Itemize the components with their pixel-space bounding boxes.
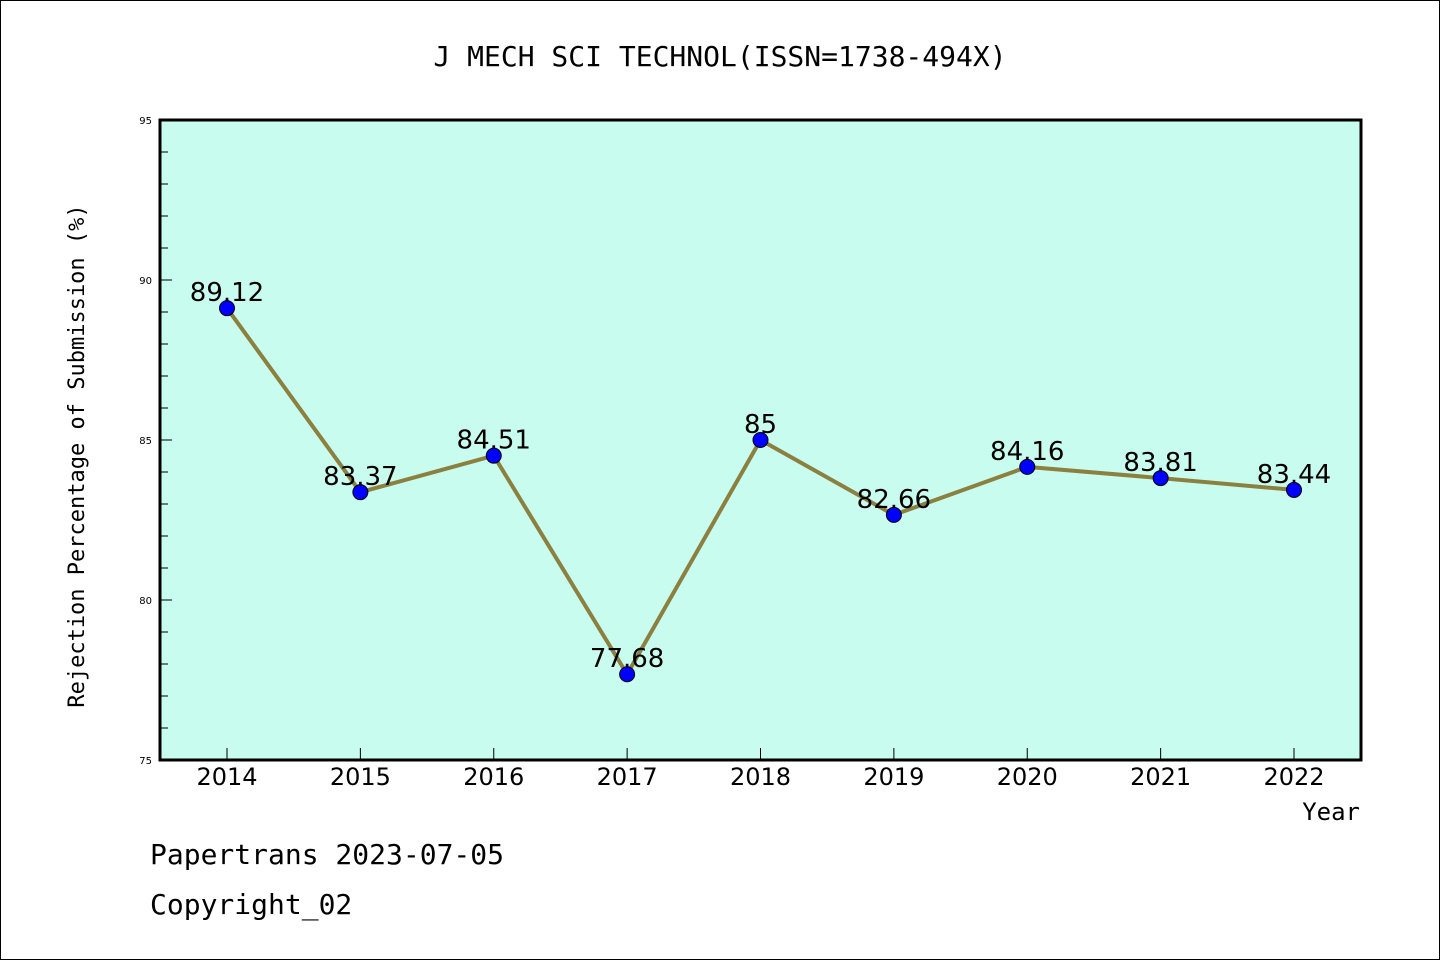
- x-axis-label: Year: [1302, 798, 1360, 826]
- data-label: 84.51: [457, 426, 531, 456]
- data-point: [885, 506, 902, 523]
- footer-date: Papertrans 2023-07-05: [150, 838, 504, 871]
- y-tick-label: 80: [139, 596, 152, 607]
- x-tick-label: 2022: [1263, 763, 1324, 791]
- x-tick-label: 2015: [330, 763, 391, 791]
- data-point: [485, 447, 502, 464]
- x-tick-label: 2019: [863, 763, 924, 791]
- x-tick-label: 2021: [1130, 763, 1191, 791]
- data-point: [352, 484, 369, 501]
- data-point: [752, 432, 769, 448]
- y-tick-label: 90: [139, 276, 152, 287]
- data-label: 83.81: [1123, 448, 1197, 478]
- y-tick-label: 85: [139, 436, 152, 447]
- data-label: 83.44: [1257, 460, 1331, 490]
- data-label: 83.37: [323, 462, 397, 492]
- data-label: 89.12: [190, 278, 264, 308]
- data-point: [1286, 481, 1302, 498]
- footer-copyright: Copyright_02: [150, 888, 352, 922]
- y-tick-label: 95: [139, 116, 152, 127]
- x-axis: 2014 2015 2016 2017 2018 2019 2020 2021 2022: [196, 748, 1325, 791]
- x-tick-label: 2020: [997, 763, 1058, 791]
- x-tick-label: 2018: [730, 763, 791, 791]
- x-tick-label: 2016: [463, 763, 524, 791]
- data-label: 84.16: [990, 437, 1064, 467]
- data-point: [1019, 458, 1036, 475]
- data-point: [1152, 470, 1169, 487]
- series-layer: 89.12 83.37 84.51 77.68 85 82.66 84.16 83.81 83.…: [190, 278, 1331, 683]
- y-axis-label: Rejection Percentage of Submission (%): [65, 204, 90, 707]
- x-tick-label: 2017: [597, 763, 658, 791]
- data-point: [219, 300, 235, 317]
- data-label: 82.66: [857, 485, 931, 515]
- chart-title: J MECH SCI TECHNOL(ISSN=1738-494X): [433, 40, 1006, 73]
- y-axis: 75 80 85 90 95: [139, 116, 172, 767]
- x-tick-label: 2014: [196, 763, 257, 791]
- data-point: [619, 666, 636, 683]
- data-label: 85: [744, 410, 777, 440]
- y-tick-label: 75: [139, 756, 152, 767]
- data-label: 77.68: [590, 644, 664, 674]
